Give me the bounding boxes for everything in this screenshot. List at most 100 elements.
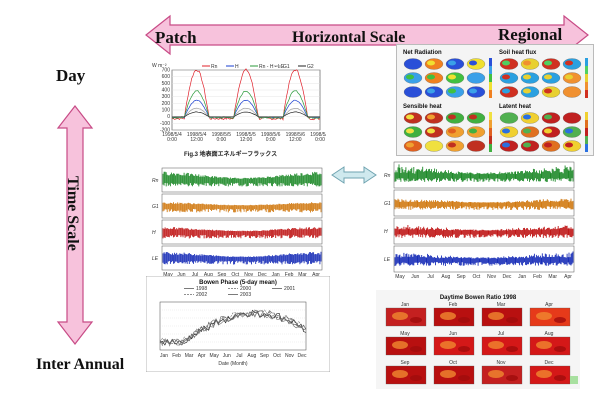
regional-timeseries-plot: Rn G1 H LE May Jun Jul Aug Sep Oct Nov Dec Jan Feb Mar… xyxy=(384,161,575,280)
ts-row-label: H xyxy=(152,230,156,236)
map-thumbnail-patch xyxy=(406,128,414,134)
ts-x-tick: Oct xyxy=(231,272,239,278)
map-thumbnail-patch xyxy=(502,74,510,80)
map-title: Latent heat xyxy=(499,104,531,110)
map-thumbnail-patch xyxy=(427,88,435,94)
flux-y-tick: 300 xyxy=(162,94,171,100)
ts-x-tick: Mar xyxy=(298,272,307,278)
bowen-map-patch xyxy=(554,317,566,323)
bowen-map-patch xyxy=(488,312,504,320)
map-colorbar-segment xyxy=(585,112,588,120)
map-thumbnail-patch xyxy=(427,128,435,134)
map-colorbar-segment xyxy=(489,128,492,136)
map-thumbnail-patch xyxy=(523,60,531,66)
map-thumbnail-patch xyxy=(502,142,510,148)
flux-unit-label: W m⁻² xyxy=(152,63,167,69)
comparison-arrow xyxy=(331,166,377,184)
regional-flux-maps: Net Radiation Soil heat flux Sensible heat… xyxy=(396,44,594,156)
horizontal-scale-title: Horizontal Scale xyxy=(292,29,406,46)
flux-legend-label: H xyxy=(235,64,239,70)
map-colorbar-segment xyxy=(489,120,492,128)
map-thumbnail-patch xyxy=(448,74,456,80)
bowen-map-patch xyxy=(506,346,518,352)
map-colorbar-segment xyxy=(585,66,588,74)
flux-x-tick: 12:00 xyxy=(289,137,302,143)
map-thumbnail-patch xyxy=(406,60,414,66)
map-thumbnail-patch xyxy=(502,60,510,66)
flux-x-tick: 12:00 xyxy=(190,137,203,143)
flux-x-tick: 0:00 xyxy=(167,137,177,143)
map-colorbar-segment xyxy=(585,90,588,98)
bowen-legend-label: 2000 xyxy=(240,286,251,292)
flux-x-tick: 1998/5/7 xyxy=(310,132,326,138)
flux-x-tick: 0:00 xyxy=(216,137,226,143)
energy-flux-plot: W m⁻²7006005004003002001000-100-2001998/… xyxy=(152,63,330,143)
ts-x-tick: Sep xyxy=(457,274,466,280)
bowen-map-patch xyxy=(554,346,566,352)
flux-plot-frame xyxy=(171,69,321,131)
time-scale-title: Time Scale xyxy=(64,176,81,251)
map-colorbar-segment xyxy=(489,144,492,152)
bowen-series-2003 xyxy=(159,310,307,346)
map-thumbnail-patch xyxy=(448,128,456,134)
regional-timeseries: Rn G1 H LE May Jun Jul Aug Sep Oct Nov Dec Jan Feb Mar… xyxy=(382,160,578,284)
flux-legend-label: G2 xyxy=(307,64,314,70)
patch-label: Patch xyxy=(155,28,197,47)
ts-x-tick: Jun xyxy=(177,272,185,278)
ts-x-tick: Dec xyxy=(502,274,511,280)
bowen-map-month: Nov xyxy=(497,360,506,366)
map-title: Net Radiation xyxy=(403,50,442,56)
map-colorbar-segment xyxy=(489,136,492,144)
flux-y-tick: 200 xyxy=(162,101,171,107)
flux-y-tick: 700 xyxy=(162,68,171,74)
bowen-phase-plot: Bowen Phase (5-day mean)1998 2000 2001 2002… xyxy=(145,275,331,373)
bowen-map-patch xyxy=(458,375,470,381)
map-thumbnail-patch xyxy=(469,128,477,134)
bowen-phase-chart: Bowen Phase (5-day mean) 1998 2000 2001 2002… xyxy=(145,275,331,373)
flux-x-tick: 1998/5/5 xyxy=(212,132,232,138)
map-thumbnail-patch xyxy=(565,114,573,120)
map-thumbnail-patch xyxy=(469,60,477,66)
flux-legend-label: Rn xyxy=(211,64,218,70)
map-thumbnail-patch xyxy=(502,88,510,94)
map-thumbnail-patch xyxy=(406,142,414,148)
flux-legend-label: G1 xyxy=(283,64,290,70)
bowen-x-tick: Sep xyxy=(260,353,269,359)
ts-x-tick: Feb xyxy=(533,274,542,280)
bowen-map-month: Feb xyxy=(449,302,458,308)
bowen-legend-label: 1998 xyxy=(196,286,207,292)
bowen-map-month: Mar xyxy=(497,302,506,308)
bowen-map-month: Jun xyxy=(449,331,457,337)
ts-row-label: LE xyxy=(152,256,159,262)
ts-x-tick: Apr xyxy=(564,274,572,280)
bowen-map-patch xyxy=(392,370,408,378)
ts-series-le xyxy=(394,251,574,266)
map-thumbnail-patch xyxy=(565,128,573,134)
map-thumbnail-patch xyxy=(448,142,456,148)
bowen-map-patch xyxy=(488,370,504,378)
ts-x-tick: Aug xyxy=(441,274,450,280)
map-colorbar-segment xyxy=(585,128,588,136)
map-thumbnail-patch xyxy=(502,128,510,134)
bowen-map-patch xyxy=(506,375,518,381)
ts-x-tick: Mar xyxy=(548,274,557,280)
map-thumbnail-patch xyxy=(544,128,552,134)
ts-x-tick: Sep xyxy=(217,272,226,278)
flux-x-tick: 1998/5/4 xyxy=(162,132,182,138)
flux-y-tick: 400 xyxy=(162,88,171,94)
bowen-map-month: Sep xyxy=(401,360,410,366)
map-thumbnail-patch xyxy=(448,88,456,94)
flux-y-tick: 500 xyxy=(162,81,171,87)
flux-x-tick: 1998/5/6 xyxy=(286,132,306,138)
bowen-map-patch xyxy=(536,370,552,378)
bowen-legend-label: 2001 xyxy=(284,286,295,292)
flux-series-rn xyxy=(171,68,321,121)
bowen-x-tick: Mar xyxy=(185,353,194,359)
ts-series-rn xyxy=(394,164,574,182)
map-thumbnail-patch xyxy=(469,74,477,80)
map-thumbnail-patch xyxy=(565,60,573,66)
bowen-x-tick: Feb xyxy=(172,353,181,359)
map-thumbnail-patch xyxy=(427,114,435,120)
map-thumbnail-patch xyxy=(406,114,414,120)
